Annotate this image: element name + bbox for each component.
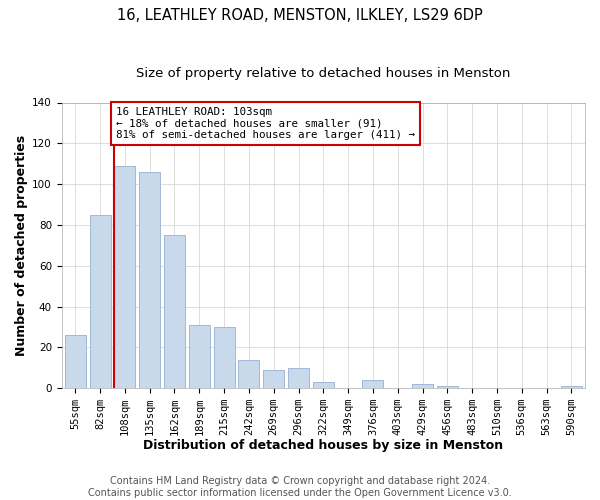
Bar xyxy=(164,235,185,388)
Text: 16 LEATHLEY ROAD: 103sqm
← 18% of detached houses are smaller (91)
81% of semi-d: 16 LEATHLEY ROAD: 103sqm ← 18% of detach… xyxy=(116,106,415,140)
Bar xyxy=(65,335,86,388)
Bar xyxy=(238,360,259,388)
Text: Contains HM Land Registry data © Crown copyright and database right 2024.
Contai: Contains HM Land Registry data © Crown c… xyxy=(88,476,512,498)
Bar xyxy=(115,166,136,388)
Title: Size of property relative to detached houses in Menston: Size of property relative to detached ho… xyxy=(136,68,511,80)
X-axis label: Distribution of detached houses by size in Menston: Distribution of detached houses by size … xyxy=(143,440,503,452)
Bar xyxy=(263,370,284,388)
Bar xyxy=(313,382,334,388)
Bar xyxy=(437,386,458,388)
Bar xyxy=(214,327,235,388)
Bar xyxy=(189,325,210,388)
Bar xyxy=(412,384,433,388)
Bar xyxy=(362,380,383,388)
Bar xyxy=(139,172,160,388)
Y-axis label: Number of detached properties: Number of detached properties xyxy=(15,134,28,356)
Bar xyxy=(89,214,110,388)
Text: 16, LEATHLEY ROAD, MENSTON, ILKLEY, LS29 6DP: 16, LEATHLEY ROAD, MENSTON, ILKLEY, LS29… xyxy=(117,8,483,22)
Bar xyxy=(561,386,582,388)
Bar xyxy=(288,368,309,388)
